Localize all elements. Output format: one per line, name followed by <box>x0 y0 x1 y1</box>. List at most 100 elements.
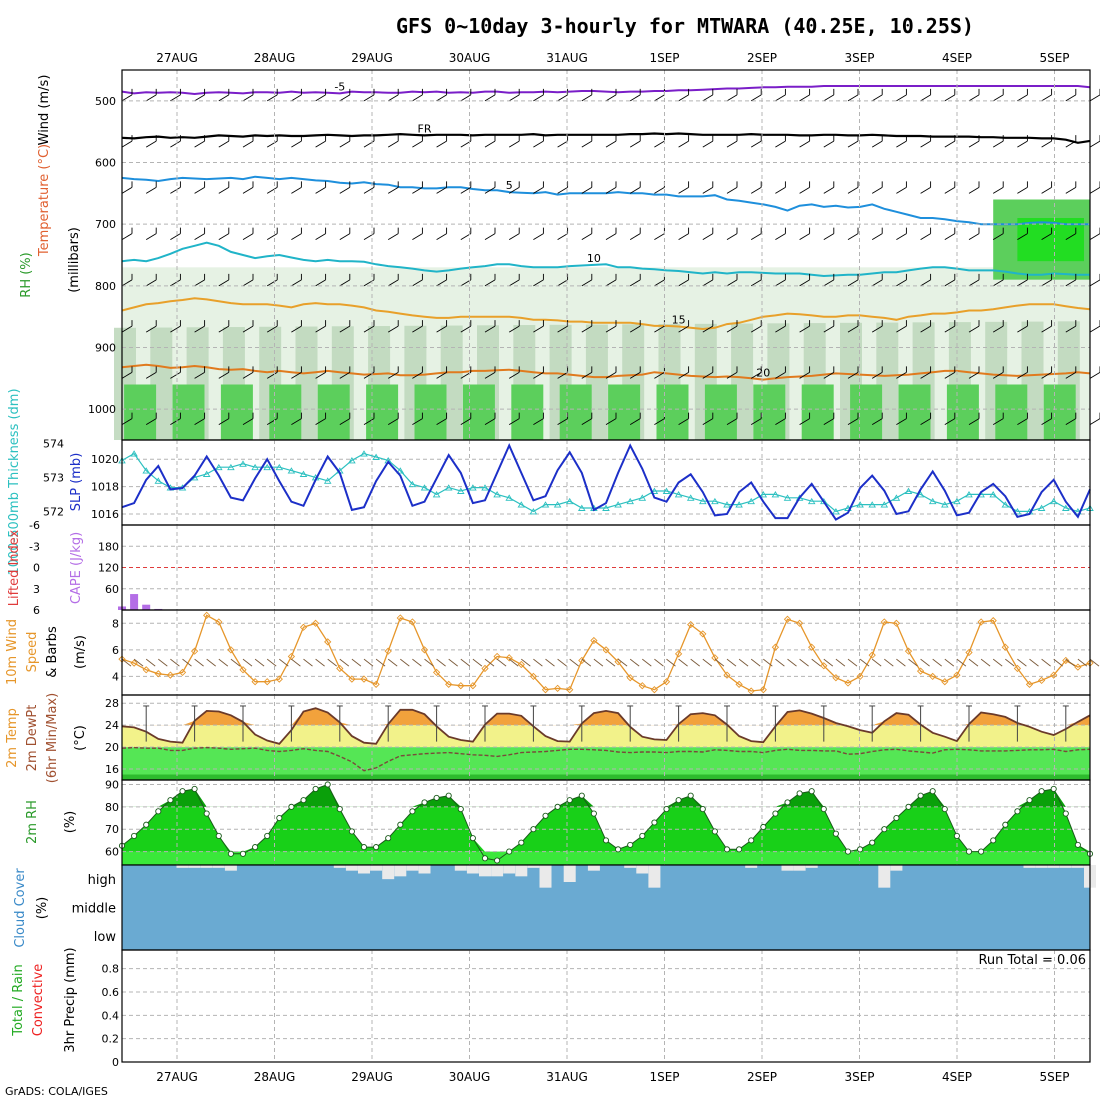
wind-barb <box>242 320 254 333</box>
surface-wind-barb <box>279 658 289 667</box>
surface-wind-barb <box>714 658 725 667</box>
wind-speed-point <box>868 651 876 659</box>
wind-barb <box>896 412 907 425</box>
surface-wind-barb <box>750 658 761 667</box>
wind-barb <box>557 366 569 379</box>
wind-barb <box>218 88 230 102</box>
high-cloud-gap <box>527 865 540 868</box>
wind-barb <box>533 273 544 287</box>
rh-axis-label: RH (%) <box>19 252 34 297</box>
wind-barb <box>944 273 956 287</box>
thickness-point <box>735 501 743 508</box>
wind-barb <box>823 88 835 102</box>
rh2m-point <box>288 803 295 810</box>
surface-wind-barb <box>884 658 894 667</box>
wind-barb <box>218 412 230 425</box>
wind-barb <box>315 135 327 148</box>
wind-barb <box>871 181 883 194</box>
rh2m-band-light <box>122 851 1090 865</box>
temp-axis-label-1: 2m Temp <box>5 708 20 768</box>
surface-wind-barb <box>1041 658 1051 667</box>
wind-barb <box>702 366 714 379</box>
rh2m-point <box>542 812 549 819</box>
surface-wind-barb <box>1065 658 1076 667</box>
wind-barb <box>920 181 932 194</box>
wind-barb <box>170 366 181 379</box>
wind-barb <box>145 88 157 102</box>
thickness-point <box>686 494 695 501</box>
surface-wind-barb <box>182 658 192 667</box>
rh2m-point <box>1026 797 1033 804</box>
wind-barb <box>847 412 859 425</box>
wind-barb <box>194 181 206 194</box>
surface-wind-barb <box>424 658 434 667</box>
high-cloud-gap <box>406 865 419 871</box>
wind-barb <box>799 88 811 102</box>
wind-barb <box>484 320 496 333</box>
wind-speed-point <box>481 664 489 673</box>
temp-tick-label: 20 <box>105 741 119 754</box>
lifted-index-tick-label: -3 <box>29 540 40 553</box>
cloud-cover-fill <box>122 865 1090 950</box>
thickness-point <box>529 508 538 515</box>
high-cloud-gap <box>539 865 552 888</box>
wind-barb <box>678 135 690 148</box>
top-date-label: 31AUG <box>546 51 588 65</box>
top-date-label: 1SEP <box>649 51 679 65</box>
wind-speed-point <box>154 670 162 678</box>
isotherm-label: 20 <box>756 367 770 380</box>
wind-barb <box>678 181 690 194</box>
surface-wind-barb <box>835 658 846 667</box>
wind-speed-point <box>420 646 429 654</box>
thickness-point <box>130 450 138 457</box>
thickness-point <box>892 494 901 501</box>
wind-barb <box>266 273 278 287</box>
rh-shade-green <box>946 384 979 440</box>
panel-frame <box>121 439 1091 526</box>
surface-wind-barb <box>472 658 483 667</box>
pressure-tick-label: 700 <box>95 218 116 231</box>
wind-barb <box>799 181 811 194</box>
thickness-point <box>215 463 223 471</box>
precip-axis-label-line: 3hr Precip (mm) <box>63 947 78 1052</box>
cloud-axis-label-2: (%) <box>35 897 50 920</box>
thickness-tick-label: 572 <box>43 505 64 518</box>
wind-barb <box>775 181 786 194</box>
wind-barb <box>896 135 907 148</box>
wind-speed-point <box>275 675 283 683</box>
wind-speed-point <box>215 618 223 626</box>
thickness-point <box>1062 504 1070 511</box>
precip-legend-convective-line: Convective <box>31 964 46 1037</box>
surface-wind-barb <box>170 658 180 667</box>
wind-speed-point <box>965 648 973 657</box>
wind-barb <box>121 181 133 194</box>
wind-barb <box>412 273 423 287</box>
wind-barb <box>436 320 448 333</box>
wind-barb <box>242 227 254 240</box>
wind-barb <box>1089 88 1100 102</box>
wind-barb <box>121 273 133 287</box>
cloud-level-label: middle <box>72 902 116 917</box>
precip-tick-label: 0.4 <box>102 1009 120 1022</box>
wind-barb <box>678 320 690 333</box>
surface-wind-barb <box>363 658 374 667</box>
wind-speed-point <box>820 662 828 670</box>
isotherm-line <box>121 175 1090 226</box>
rh2m-point <box>711 828 718 835</box>
wind-barb <box>629 366 641 379</box>
thickness-point <box>941 501 949 508</box>
wind-speed-point <box>142 666 150 674</box>
wind-barb <box>799 412 811 425</box>
wind-barb <box>194 320 206 333</box>
wind-barb <box>605 273 617 287</box>
rh2m-point <box>736 846 743 853</box>
wind-barb <box>1065 412 1077 425</box>
wind-barb <box>992 181 1004 194</box>
top-date-label: 5SEP <box>1039 51 1069 65</box>
thickness-point <box>759 491 768 498</box>
dewpoint-line <box>121 746 1091 772</box>
wind-barb <box>629 227 641 240</box>
rh-shade-green <box>366 384 399 440</box>
wind-barb <box>484 181 496 194</box>
wind-speed-point <box>892 619 901 627</box>
